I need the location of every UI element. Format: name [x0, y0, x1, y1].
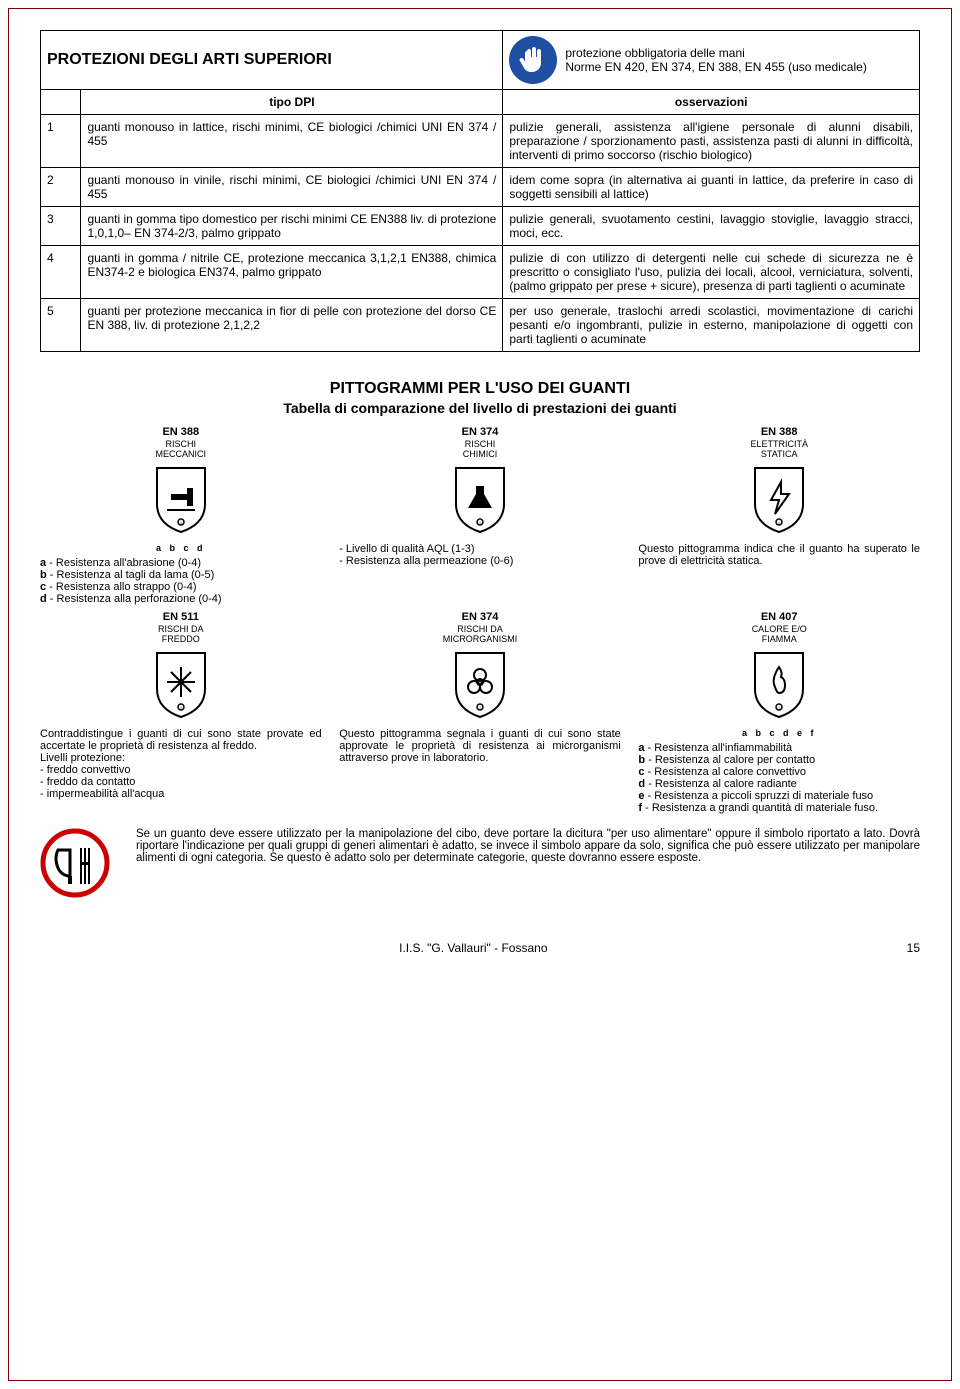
- svg-text:i: i: [180, 706, 181, 712]
- picto-label: RISCHI DA FREDDO: [40, 625, 322, 645]
- picto-label: CALORE E/O FIAMMA: [638, 625, 920, 645]
- picto-desc: Questo pittogramma segnala i guanti di c…: [339, 728, 621, 764]
- food-contact-icon: [40, 828, 120, 901]
- col-blank: [41, 90, 81, 115]
- page-footer: I.I.S. "G. Vallauri" - Fossano 15: [40, 941, 920, 955]
- row-num: 1: [41, 115, 81, 168]
- picto-row-1: EN 388 RISCHI MECCANICI i a b c d a - Re…: [40, 426, 920, 605]
- picto-standard: EN 388: [638, 426, 920, 438]
- food-contact-row: Se un guanto deve essere utilizzato per …: [40, 828, 920, 901]
- table-row: 1 guanti monouso in lattice, rischi mini…: [41, 115, 920, 168]
- table-row: 5 guanti per protezione meccanica in fio…: [41, 299, 920, 352]
- col-oss: osservazioni: [503, 90, 920, 115]
- picto-desc: - Livello di qualità AQL (1-3)- Resisten…: [339, 543, 621, 567]
- picto-abcd: a b c d: [40, 543, 322, 553]
- table-row: 4 guanti in gomma / nitrile CE, protezio…: [41, 246, 920, 299]
- mandatory-text: protezione obbligatoria delle mani Norme…: [565, 46, 866, 74]
- picto-standard: EN 374: [339, 611, 621, 623]
- picto-title: PITTOGRAMMI PER L'USO DEI GUANTI: [40, 380, 920, 398]
- svg-text:i: i: [479, 521, 480, 527]
- shield-icon: i: [339, 464, 621, 537]
- row-tipo: guanti monouso in lattice, rischi minimi…: [81, 115, 503, 168]
- row-num: 3: [41, 207, 81, 246]
- hand-protection-icon: [509, 36, 557, 84]
- svg-text:i: i: [180, 521, 181, 527]
- footer-center: I.I.S. "G. Vallauri" - Fossano: [399, 941, 547, 955]
- picto-label: RISCHI CHIMICI: [339, 440, 621, 460]
- picto-col: EN 388 ELETTRICITÀ STATICA i Questo pitt…: [638, 426, 920, 605]
- protection-table: PROTEZIONI DEGLI ARTI SUPERIORI protezio…: [40, 30, 920, 352]
- row-tipo: guanti monouso in vinile, rischi minimi,…: [81, 168, 503, 207]
- row-num: 5: [41, 299, 81, 352]
- shield-icon: i: [40, 464, 322, 537]
- col-tipo: tipo DPI: [81, 90, 503, 115]
- picto-standard: EN 388: [40, 426, 322, 438]
- row-oss: pulizie di con utilizzo di detergenti ne…: [503, 246, 920, 299]
- picto-col: EN 407 CALORE E/O FIAMMA i a b c d e f a…: [638, 611, 920, 814]
- shield-icon: i: [638, 464, 920, 537]
- row-oss: idem come sopra (in alternativa ai guant…: [503, 168, 920, 207]
- shield-icon: i: [638, 649, 920, 722]
- picto-desc: a - Resistenza all'abrasione (0-4)b - Re…: [40, 557, 322, 605]
- picto-col: EN 374 RISCHI CHIMICI i - Livello di qua…: [339, 426, 621, 605]
- picto-standard: EN 374: [339, 426, 621, 438]
- picto-desc: Contraddistingue i guanti di cui sono st…: [40, 728, 322, 800]
- table-row: 3 guanti in gomma tipo domestico per ris…: [41, 207, 920, 246]
- picto-label: ELETTRICITÀ STATICA: [638, 440, 920, 460]
- mandatory-sign-block: protezione obbligatoria delle mani Norme…: [509, 36, 913, 84]
- picto-abcd: a b c d e f: [638, 728, 920, 738]
- food-contact-text: Se un guanto deve essere utilizzato per …: [136, 828, 920, 901]
- row-oss: pulizie generali, assistenza all'igiene …: [503, 115, 920, 168]
- picto-desc: Questo pittogramma indica che il guanto …: [638, 543, 920, 567]
- svg-text:i: i: [779, 521, 780, 527]
- picto-label: RISCHI DA MICRORGANISMI: [339, 625, 621, 645]
- picto-subtitle: Tabella di comparazione del livello di p…: [40, 400, 920, 416]
- row-tipo: guanti in gomma / nitrile CE, protezione…: [81, 246, 503, 299]
- footer-page: 15: [907, 941, 920, 955]
- row-oss: per uso generale, traslochi arredi scola…: [503, 299, 920, 352]
- row-tipo: guanti per protezione meccanica in fior …: [81, 299, 503, 352]
- picto-row-2: EN 511 RISCHI DA FREDDO i Contraddisting…: [40, 611, 920, 814]
- table-row: 2 guanti monouso in vinile, rischi minim…: [41, 168, 920, 207]
- shield-icon: i: [40, 649, 322, 722]
- row-num: 4: [41, 246, 81, 299]
- svg-text:i: i: [479, 706, 480, 712]
- picto-desc: a - Resistenza all'infiammabilitàb - Res…: [638, 742, 920, 814]
- section-title: PROTEZIONI DEGLI ARTI SUPERIORI: [47, 51, 496, 69]
- picto-col: EN 388 RISCHI MECCANICI i a b c d a - Re…: [40, 426, 322, 605]
- picto-col: EN 374 RISCHI DA MICRORGANISMI i Questo …: [339, 611, 621, 814]
- picto-col: EN 511 RISCHI DA FREDDO i Contraddisting…: [40, 611, 322, 814]
- picto-label: RISCHI MECCANICI: [40, 440, 322, 460]
- shield-icon: i: [339, 649, 621, 722]
- svg-text:i: i: [779, 706, 780, 712]
- picto-standard: EN 511: [40, 611, 322, 623]
- picto-standard: EN 407: [638, 611, 920, 623]
- row-oss: pulizie generali, svuotamento cestini, l…: [503, 207, 920, 246]
- row-num: 2: [41, 168, 81, 207]
- row-tipo: guanti in gomma tipo domestico per risch…: [81, 207, 503, 246]
